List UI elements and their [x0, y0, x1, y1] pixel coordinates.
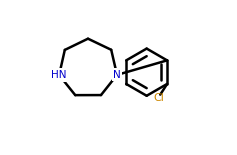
Text: Cl: Cl [153, 93, 164, 103]
Text: HN: HN [51, 70, 67, 80]
Text: N: N [113, 70, 121, 80]
